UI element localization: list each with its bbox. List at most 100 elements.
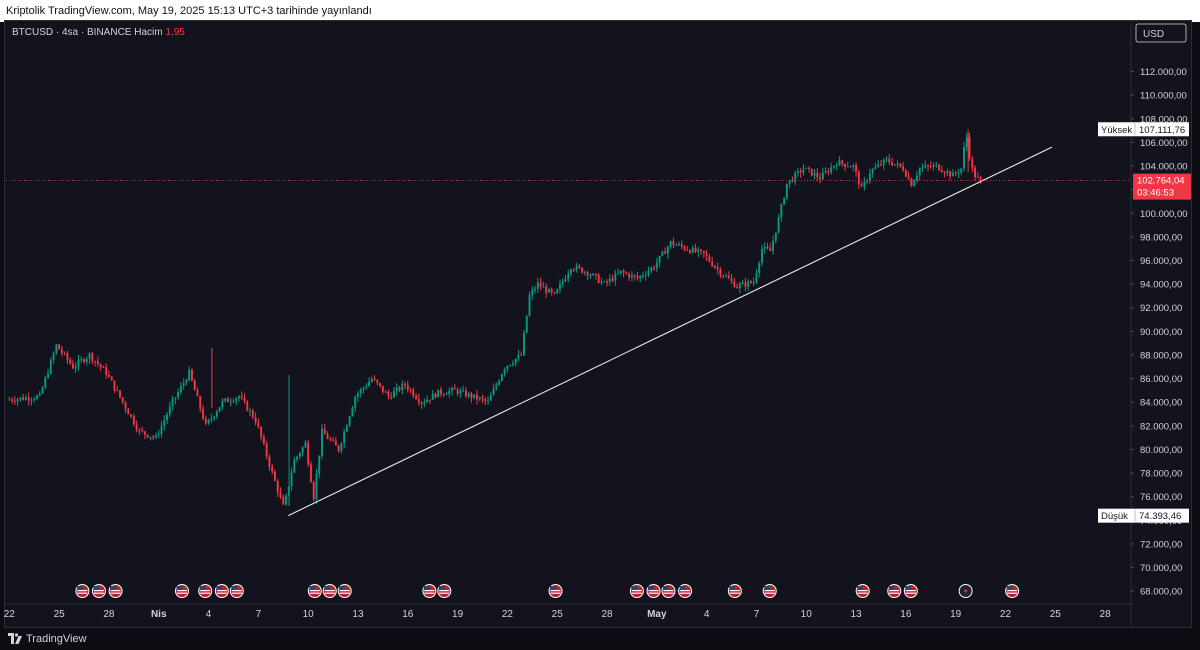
candle-body[interactable] (611, 278, 614, 281)
candle-body[interactable] (301, 447, 304, 454)
us-flag-event-icon[interactable] (437, 584, 452, 598)
candle-body[interactable] (849, 166, 852, 168)
us-flag-event-icon[interactable] (762, 584, 777, 598)
candle-body[interactable] (904, 170, 907, 177)
candle-body[interactable] (381, 385, 384, 392)
candle-body[interactable] (456, 389, 459, 394)
us-flag-event-icon[interactable] (75, 584, 90, 598)
candle-body[interactable] (52, 353, 55, 361)
candle-body[interactable] (885, 158, 888, 160)
candle-body[interactable] (199, 396, 202, 409)
candle-body[interactable] (218, 407, 221, 412)
candle-body[interactable] (592, 273, 595, 276)
candle-body[interactable] (979, 177, 982, 181)
candle-body[interactable] (655, 262, 658, 269)
candle-body[interactable] (525, 315, 528, 333)
candle-body[interactable] (265, 443, 268, 457)
candle-body[interactable] (404, 383, 406, 386)
candle-body[interactable] (321, 428, 323, 456)
candle-body[interactable] (69, 359, 72, 364)
candle-body[interactable] (907, 176, 910, 179)
candle-body[interactable] (606, 281, 608, 283)
candle-body[interactable] (971, 158, 974, 168)
candle-body[interactable] (661, 251, 664, 256)
candle-body[interactable] (733, 280, 736, 288)
candle-body[interactable] (949, 171, 952, 177)
candle-body[interactable] (647, 270, 650, 275)
candle-body[interactable] (924, 165, 927, 168)
candle-body[interactable] (226, 398, 229, 403)
candle-body[interactable] (539, 282, 542, 287)
candle-body[interactable] (794, 172, 797, 182)
lightning-event-icon[interactable] (958, 584, 973, 598)
candle-body[interactable] (672, 241, 675, 246)
candle-body[interactable] (951, 172, 954, 177)
candle-body[interactable] (224, 398, 227, 401)
candle-body[interactable] (772, 240, 775, 251)
candle-body[interactable] (719, 269, 722, 276)
candle-body[interactable] (495, 384, 498, 389)
us-flag-event-icon[interactable] (903, 584, 918, 598)
candle-body[interactable] (863, 181, 866, 187)
candle-body[interactable] (282, 496, 285, 505)
candle-body[interactable] (478, 397, 481, 400)
us-flag-event-icon[interactable] (727, 584, 742, 598)
us-flag-event-icon[interactable] (422, 584, 437, 598)
candle-body[interactable] (708, 256, 711, 262)
candle-body[interactable] (882, 159, 885, 165)
candle-body[interactable] (960, 168, 963, 173)
candle-body[interactable] (119, 390, 121, 398)
candle-body[interactable] (943, 172, 946, 174)
candle-body[interactable] (8, 399, 11, 401)
candle-body[interactable] (63, 353, 66, 355)
candle-body[interactable] (141, 430, 144, 432)
candle-body[interactable] (893, 164, 896, 166)
candle-body[interactable] (71, 363, 74, 369)
candle-body[interactable] (127, 408, 130, 415)
candle-body[interactable] (307, 442, 310, 465)
candle-body[interactable] (354, 396, 357, 408)
candle-body[interactable] (921, 167, 924, 169)
candle-body[interactable] (700, 249, 703, 251)
candle-body[interactable] (888, 158, 891, 163)
candle-body[interactable] (976, 177, 979, 179)
candle-body[interactable] (653, 267, 656, 269)
candle-body[interactable] (417, 398, 420, 403)
candle-body[interactable] (202, 408, 204, 419)
candle-body[interactable] (406, 385, 409, 390)
candle-body[interactable] (80, 359, 83, 361)
candle-body[interactable] (44, 377, 47, 388)
candle-body[interactable] (185, 380, 188, 383)
candle-body[interactable] (88, 353, 91, 359)
candle-body[interactable] (453, 387, 456, 390)
candle-body[interactable] (448, 390, 451, 395)
trendline[interactable] (288, 146, 1053, 517)
candle-body[interactable] (74, 366, 77, 369)
price-axis-panel[interactable] (1131, 21, 1191, 627)
candle-body[interactable] (47, 373, 50, 378)
candle-body[interactable] (487, 400, 489, 402)
candle-body[interactable] (608, 278, 611, 283)
candle-body[interactable] (229, 401, 232, 403)
candle-body[interactable] (318, 455, 321, 474)
candle-body[interactable] (249, 410, 252, 412)
candle-body[interactable] (589, 275, 592, 277)
candle-body[interactable] (550, 288, 553, 293)
candle-body[interactable] (749, 281, 752, 283)
candle-body[interactable] (260, 426, 263, 438)
candle-body[interactable] (251, 410, 254, 418)
candle-body[interactable] (838, 160, 841, 166)
candle-body[interactable] (423, 402, 426, 404)
candle-body[interactable] (221, 400, 224, 408)
candle-body[interactable] (830, 167, 833, 173)
candle-body[interactable] (11, 399, 14, 401)
candle-body[interactable] (475, 394, 478, 400)
candle-body[interactable] (727, 276, 730, 279)
candle-body[interactable] (509, 364, 512, 366)
candle-body[interactable] (459, 390, 462, 394)
candle-body[interactable] (351, 407, 354, 417)
candle-body[interactable] (581, 267, 584, 273)
candle-body[interactable] (891, 162, 893, 166)
us-flag-event-icon[interactable] (337, 584, 352, 598)
